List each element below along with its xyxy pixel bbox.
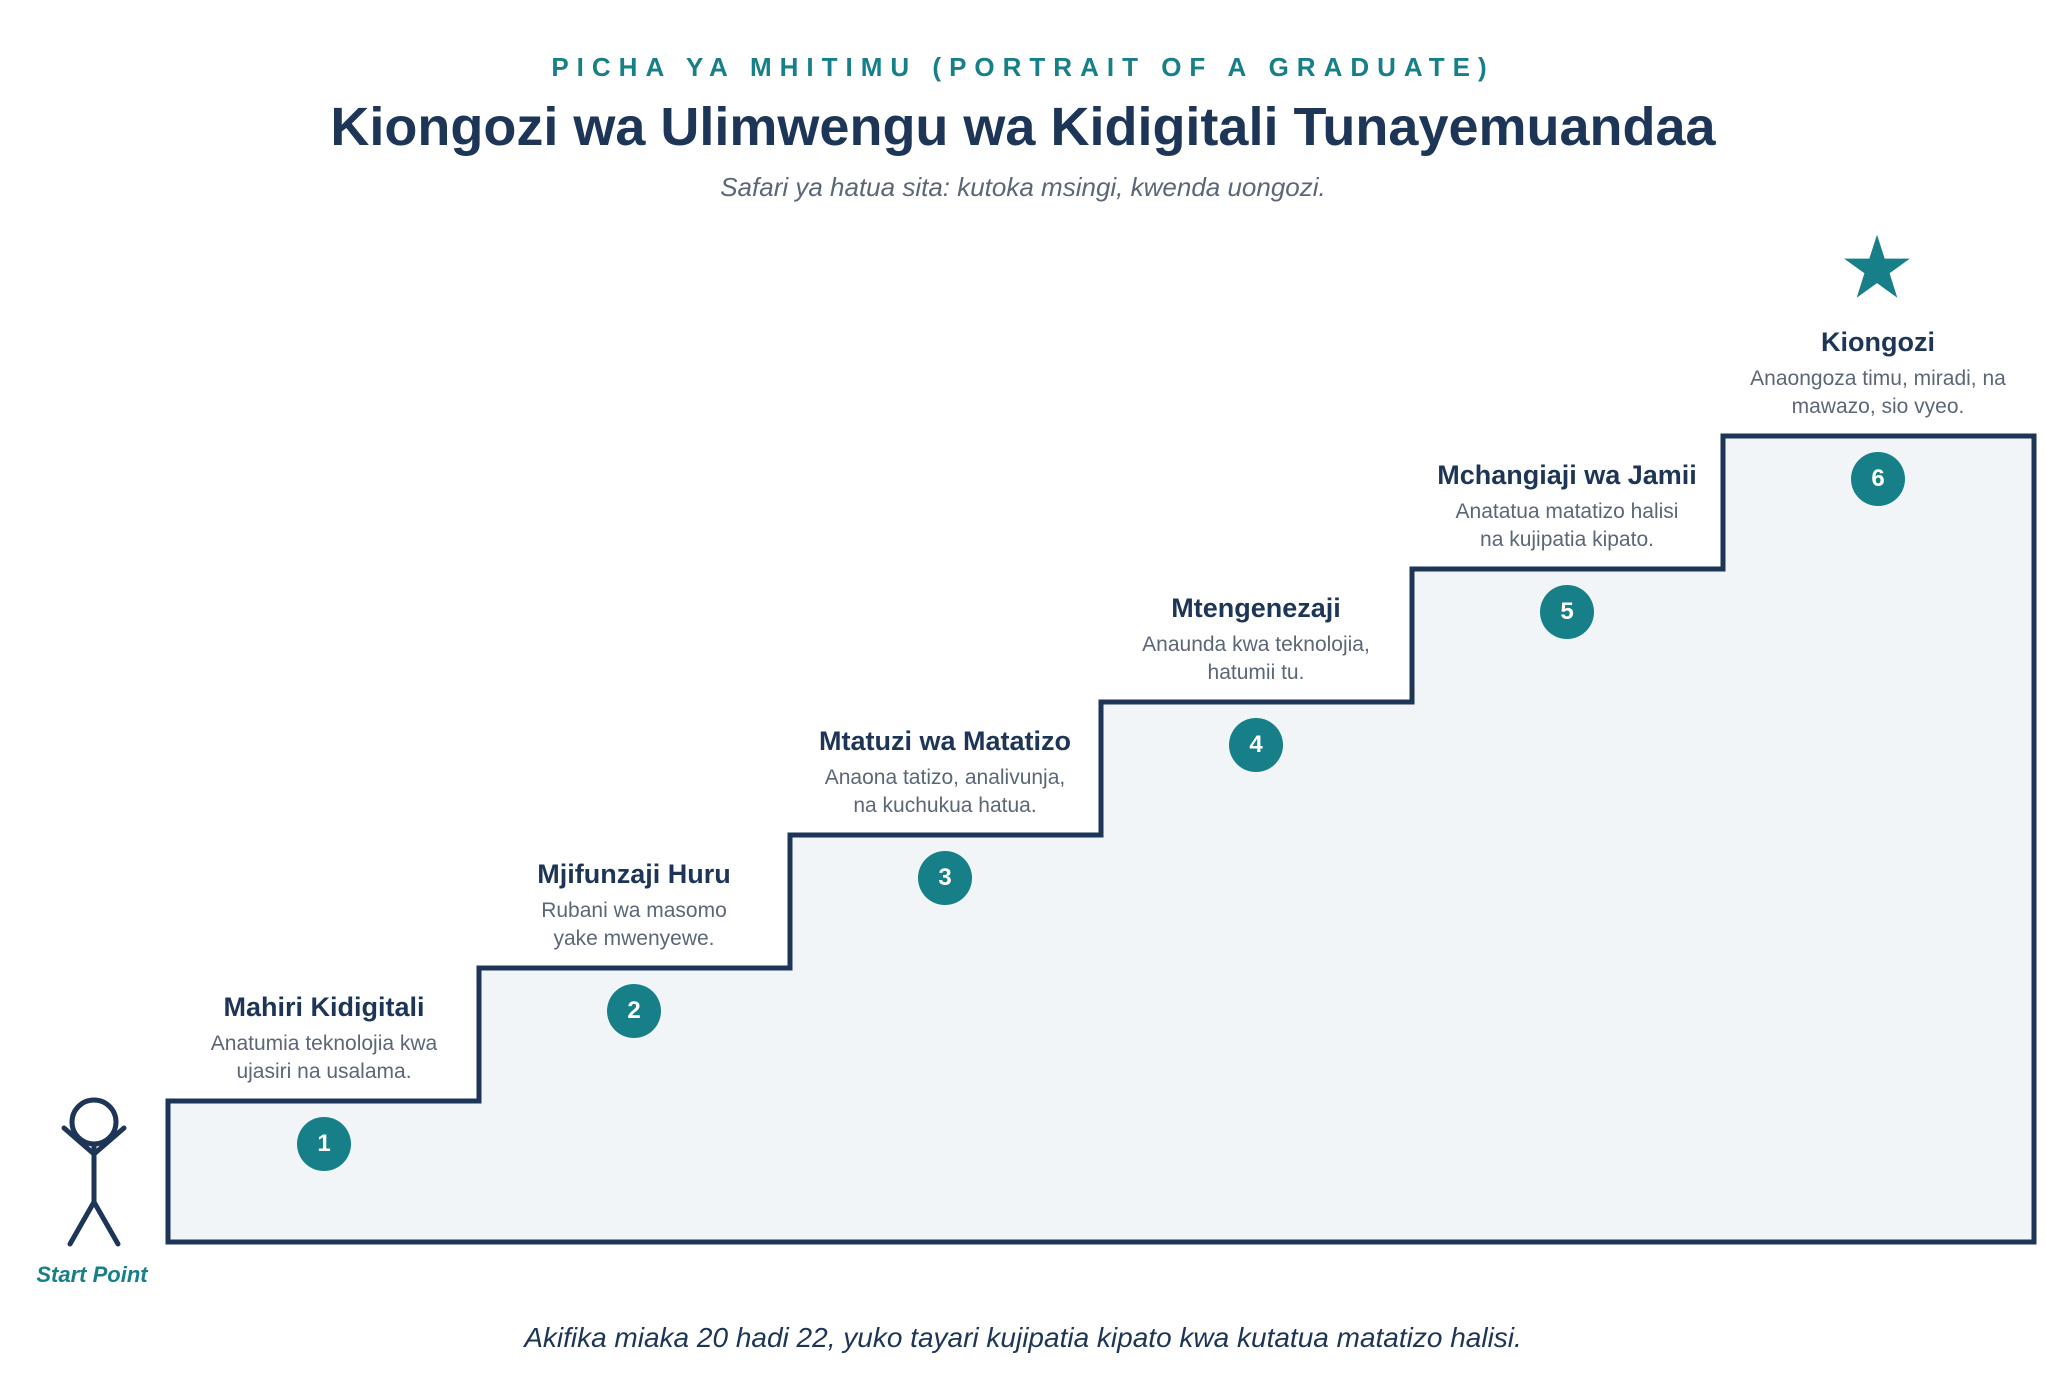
step-5-text: Mchangiaji wa Jamii Anatatua matatizo ha… bbox=[1412, 458, 1722, 554]
diagram-kicker: PICHA YA MHITIMU (PORTRAIT OF A GRADUATE… bbox=[551, 52, 1495, 82]
step-description-line: hatumii tu. bbox=[1207, 661, 1305, 684]
step-description-line: mawazo, sio vyeo. bbox=[1791, 395, 1965, 418]
step-4-text: Mtengenezaji Anaunda kwa teknolojia, hat… bbox=[1101, 591, 1411, 687]
step-title: Kiongozi bbox=[1821, 327, 1935, 357]
step-description-line: ujasiri na usalama. bbox=[236, 1060, 412, 1083]
step-description: Rubani wa masomo yake mwenyewe. bbox=[479, 897, 789, 953]
step-description: Anatatua matatizo halisi na kujipatia ki… bbox=[1412, 498, 1722, 554]
diagram-title: Kiongozi wa Ulimwengu wa Kidigitali Tuna… bbox=[330, 97, 1716, 157]
step-description: Anaunda kwa teknolojia, hatumii tu. bbox=[1101, 631, 1411, 687]
step-2-text: Mjifunzaji Huru Rubani wa masomo yake mw… bbox=[479, 857, 789, 953]
step-3-badge: 3 bbox=[918, 851, 972, 905]
step-description-line: yake mwenyewe. bbox=[553, 927, 715, 950]
footer-caption: Akifika miaka 20 hadi 22, yuko tayari ku… bbox=[524, 1322, 1522, 1353]
step-1-text: Mahiri Kidigitali Anatumia teknolojia kw… bbox=[169, 990, 479, 1086]
step-title: Mjifunzaji Huru bbox=[537, 859, 731, 889]
step-description-line: Anaunda kwa teknolojia, bbox=[1142, 633, 1370, 656]
step-description-line: Anaongoza timu, miradi, na bbox=[1750, 367, 2006, 390]
step-2-badge: 2 bbox=[607, 984, 661, 1038]
step-1-badge: 1 bbox=[297, 1117, 351, 1171]
diagram-subtitle: Safari ya hatua sita: kutoka msingi, kwe… bbox=[720, 172, 1326, 202]
step-description: Anatumia teknolojia kwa ujasiri na usala… bbox=[169, 1030, 479, 1086]
step-4-badge: 4 bbox=[1229, 718, 1283, 772]
step-6-badge: 6 bbox=[1851, 452, 1905, 506]
step-description-line: Anatumia teknolojia kwa bbox=[210, 1032, 438, 1055]
step-description-line: Anatatua matatizo halisi bbox=[1455, 500, 1679, 523]
step-title: Mchangiaji wa Jamii bbox=[1437, 460, 1697, 490]
person-icon bbox=[61, 1097, 127, 1247]
step-title: Mtatuzi wa Matatizo bbox=[818, 726, 1071, 756]
step-3-text: Mtatuzi wa Matatizo Anaona tatizo, anali… bbox=[790, 724, 1100, 820]
step-description-line: Rubani wa masomo bbox=[541, 899, 727, 922]
step-title: Mtengenezaji bbox=[1171, 593, 1341, 623]
step-description: Anaona tatizo, analivunja, na kuchukua h… bbox=[790, 764, 1100, 820]
step-6-text: Kiongozi Anaongoza timu, miradi, na mawa… bbox=[1723, 325, 2033, 421]
step-title: Mahiri Kidigitali bbox=[223, 992, 425, 1022]
star-icon bbox=[1844, 234, 1910, 298]
start-point-label: Start Point bbox=[36, 1262, 148, 1287]
step-description-line: Anaona tatizo, analivunja, bbox=[824, 766, 1066, 789]
step-description-line: na kuchukua hatua. bbox=[853, 794, 1037, 817]
step-description-line: na kujipatia kipato. bbox=[1480, 528, 1654, 551]
step-description: Anaongoza timu, miradi, na mawazo, sio v… bbox=[1723, 365, 2033, 421]
step-5-badge: 5 bbox=[1540, 585, 1594, 639]
